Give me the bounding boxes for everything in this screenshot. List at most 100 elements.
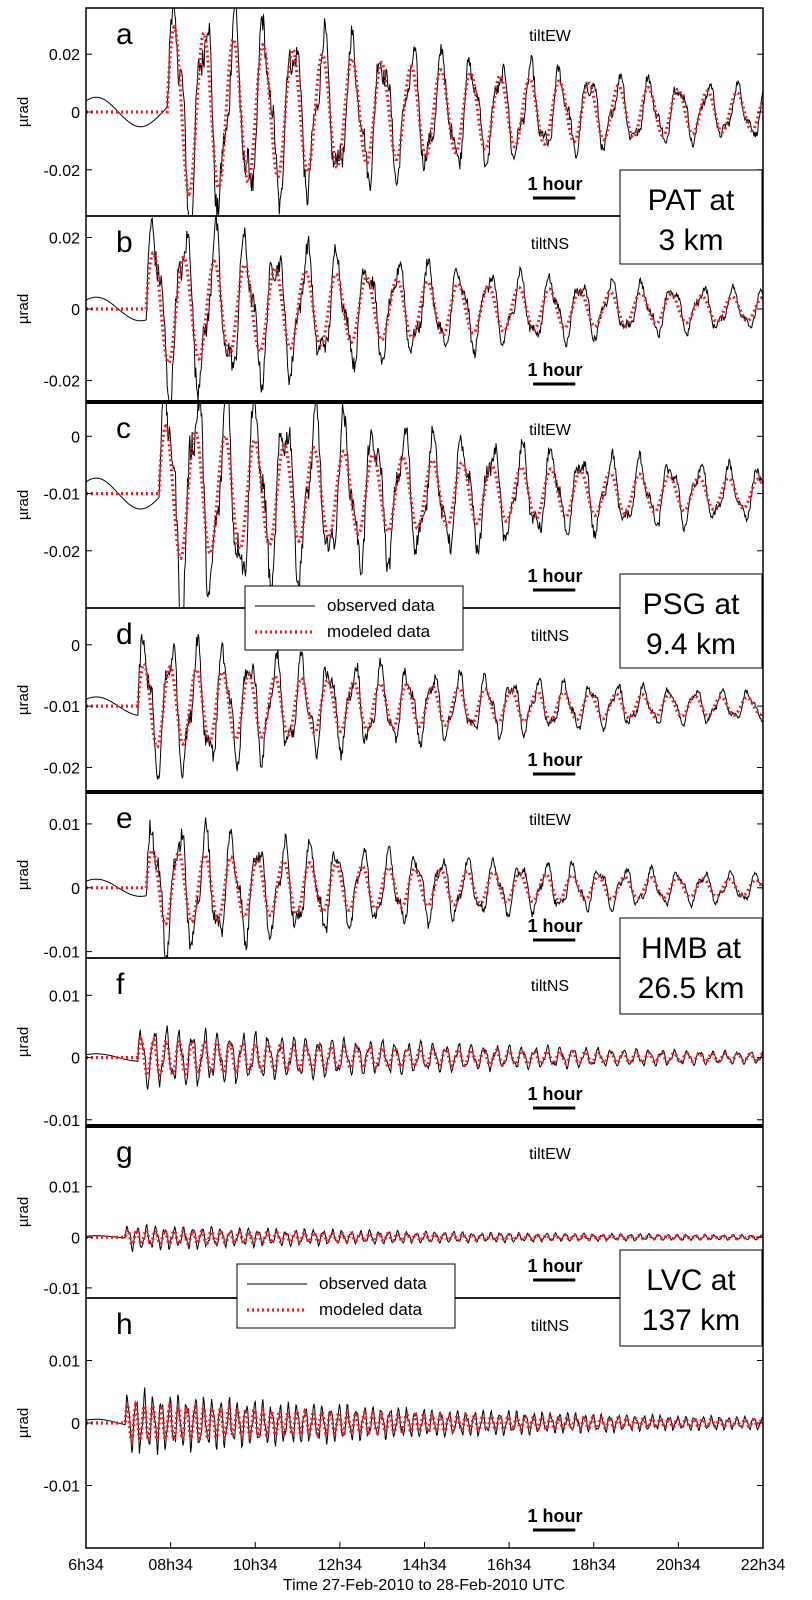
legend-modeled-label: modeled data [319,1300,423,1319]
trace-group [86,216,763,402]
legend-0: observed data modeled data [244,585,464,651]
ytick-label: -0.01 [44,1113,81,1130]
ytick-label: 0 [71,1230,80,1247]
scale-bar-label: 1 hour [527,1256,582,1276]
modeled-trace-c [86,423,763,561]
ytick-label: -0.01 [44,487,81,504]
ytick-label: -0.02 [44,163,81,180]
component-label: tiltEW [529,422,572,439]
trace-group [86,1387,763,1455]
station-distance: 3 km [658,224,723,257]
xtick-label: 20h34 [656,1557,701,1574]
station-label-0: PAT at 3 km [619,169,763,265]
panel-letter: g [116,1136,133,1169]
ytick-label: 0.01 [49,988,80,1005]
modeled-trace-h [86,1398,763,1447]
ytick-label: 0.01 [49,817,80,834]
xtick-label: 18h34 [572,1557,617,1574]
panel-a: 0.02 0 -0.02 µrad a tiltEW 1 hour [15,7,764,217]
scale-bar-label: 1 hour [527,174,582,194]
station-box [619,573,763,669]
panel-letter: f [116,968,125,1001]
panel-c: 0 -0.01 -0.02 µrad c tiltEW 1 hour [15,401,764,609]
ytick-label: -0.02 [44,760,81,777]
station-name: LVC at [646,1264,736,1297]
ytick-label: -0.01 [44,1281,81,1298]
station-label-2: HMB at 26.5 km [619,917,763,1015]
ylabel: µrad [15,294,32,324]
legend-box [244,585,464,651]
ytick-label: 0 [71,638,80,655]
component-label: tiltNS [531,1318,569,1335]
xtick-label: 12h34 [318,1557,363,1574]
trace-group [86,1025,763,1090]
xtick-label: 10h34 [233,1557,278,1574]
panel-letter: e [116,802,133,835]
legend-observed-label: observed data [319,1274,427,1293]
component-label: tiltEW [529,28,572,45]
trace-group [86,8,763,216]
ylabel: µrad [15,97,32,127]
ylabel: µrad [15,1408,32,1438]
scale-bar-label: 1 hour [527,1506,582,1526]
station-label-3: LVC at 137 km [619,1249,763,1347]
ytick-label: 0 [71,1416,80,1433]
ytick-label: 0 [71,1051,80,1068]
component-label: tiltNS [531,628,569,645]
observed-trace-c [86,402,763,608]
ytick-label: -0.01 [44,945,81,962]
modeled-trace-a [86,24,763,197]
station-label-1: PSG at 9.4 km [619,573,763,669]
ytick-label: 0.01 [49,1354,80,1371]
modeled-trace-e [86,847,763,926]
scale-bar-label: 1 hour [527,916,582,936]
station-distance: 137 km [642,1304,740,1337]
ytick-label: 0 [71,302,80,319]
scale-bar-label: 1 hour [527,566,582,586]
modeled-trace-g [86,1227,763,1247]
trace-group [86,817,763,958]
scale-bar-label: 1 hour [527,1084,582,1104]
xtick-label: 22h34 [741,1557,786,1574]
component-label: tiltNS [531,236,569,253]
xtick-label: 16h34 [487,1557,532,1574]
x-axis: 6h34 08h34 10h34 12h34 14h34 16h34 18h34 20h34 2… [68,1542,785,1594]
ytick-label: -0.02 [44,544,81,561]
xtick-label: 08h34 [148,1557,193,1574]
trace-group [86,1223,763,1253]
scale-bar-label: 1 hour [527,360,582,380]
ytick-label: -0.01 [44,699,81,716]
ytick-label: -0.01 [44,1479,81,1496]
panel-letter: d [116,618,133,651]
station-box [619,1249,763,1347]
station-name: PSG at [643,588,740,621]
ytick-label: -0.02 [44,374,81,391]
component-label: tiltNS [531,978,569,995]
legend-box [236,1263,456,1329]
modeled-trace-f [86,1035,763,1078]
panel-letter: b [116,226,133,259]
ytick-label: 0.02 [49,230,80,247]
xtick-label: 6h34 [68,1557,104,1574]
modeled-trace-b [86,251,763,365]
station-box [619,169,763,265]
trace-group [86,402,763,608]
component-label: tiltEW [529,812,572,829]
ytick-label: 0.02 [49,47,80,64]
xtick-label: 14h34 [402,1557,447,1574]
ylabel: µrad [15,685,32,715]
legend-observed-label: observed data [327,596,435,615]
trace-group [86,633,763,780]
scale-bar-label: 1 hour [527,750,582,770]
panel-letter: a [116,18,133,51]
legend-modeled-label: modeled data [327,622,431,641]
station-name: PAT at [648,184,735,217]
ytick-label: 0 [71,429,80,446]
observed-trace-f [86,1025,763,1090]
ytick-label: 0 [71,105,80,122]
station-distance: 26.5 km [638,972,745,1005]
x-axis-label: Time 27-Feb-2010 to 28-Feb-2010 UTC [283,1577,565,1594]
component-label: tiltEW [529,1146,572,1163]
modeled-trace-d [86,661,763,749]
